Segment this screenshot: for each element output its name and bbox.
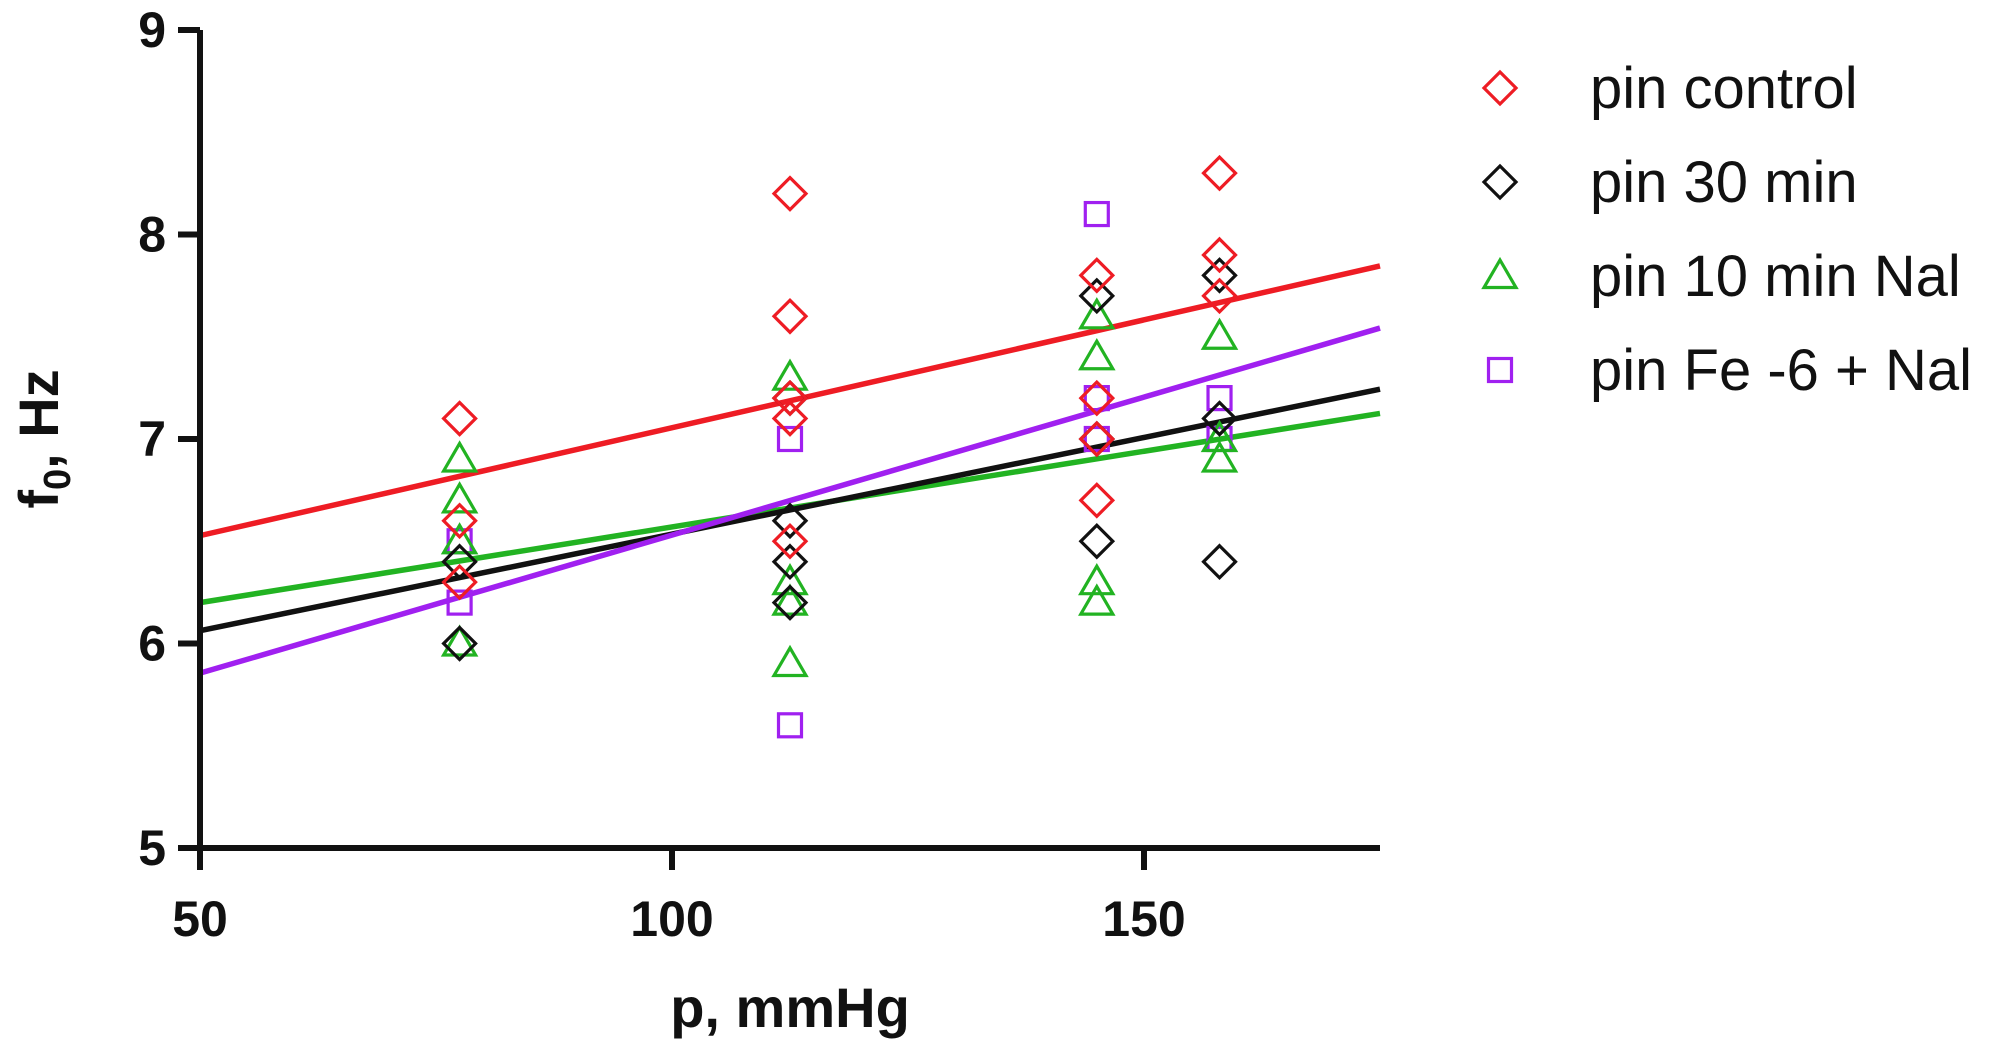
data-point bbox=[1201, 277, 1238, 315]
legend-label: pin 30 min bbox=[1590, 150, 1858, 215]
y-tick-label: 5 bbox=[138, 820, 166, 876]
data-point bbox=[1201, 236, 1238, 274]
legend-item: pin 30 min bbox=[1481, 150, 1858, 215]
data-point bbox=[1078, 277, 1116, 315]
data-point bbox=[771, 502, 809, 540]
data-point bbox=[441, 625, 478, 662]
legend-item: pin Fe -6 + Nal bbox=[1486, 338, 1972, 403]
fit-line-1 bbox=[199, 386, 1381, 634]
data-point bbox=[1078, 522, 1116, 560]
data-point bbox=[1201, 400, 1238, 437]
fit-line-3 bbox=[199, 325, 1381, 676]
y-tick-label: 9 bbox=[138, 2, 166, 58]
data-point bbox=[771, 358, 809, 391]
data-point bbox=[771, 400, 809, 437]
y-axis-title-main: f bbox=[7, 490, 70, 509]
legend-marker bbox=[1481, 163, 1519, 201]
data-point bbox=[776, 425, 804, 453]
data-point bbox=[1078, 583, 1116, 616]
data-point bbox=[1078, 257, 1116, 294]
data-point bbox=[440, 522, 479, 555]
data-point bbox=[771, 175, 809, 212]
data-point bbox=[1078, 420, 1116, 458]
y-ticks: 5 6 7 8 9 bbox=[138, 2, 200, 876]
data-point bbox=[1201, 154, 1238, 192]
data-point bbox=[441, 400, 478, 437]
data-point bbox=[1078, 379, 1116, 417]
legend-marker bbox=[1481, 256, 1519, 290]
data-point bbox=[771, 379, 809, 417]
legend: pin control pin 30 min pin 10 min Nal pin F… bbox=[1481, 56, 1972, 403]
data-point bbox=[1078, 482, 1116, 519]
data-point bbox=[1206, 385, 1233, 412]
data-point bbox=[1083, 200, 1110, 228]
data-point bbox=[440, 481, 479, 514]
legend-label: pin Fe -6 + Nal bbox=[1590, 338, 1972, 403]
data-point bbox=[441, 502, 478, 540]
data-point bbox=[1200, 419, 1239, 453]
legend-label: pin 10 min Nal bbox=[1590, 244, 1961, 309]
legend-label: pin control bbox=[1590, 56, 1858, 121]
legend-item: pin control bbox=[1481, 56, 1858, 121]
data-point bbox=[1078, 297, 1116, 330]
data-point bbox=[441, 563, 478, 601]
x-tick-label: 100 bbox=[630, 891, 713, 947]
data-point bbox=[1083, 385, 1110, 412]
data-point bbox=[440, 624, 479, 657]
data-point bbox=[771, 644, 809, 678]
y-axis-title-unit: , Hz bbox=[7, 369, 70, 469]
data-point bbox=[1083, 425, 1110, 453]
y-axis-title: f0, Hz bbox=[7, 369, 79, 508]
y-tick-label: 6 bbox=[138, 616, 166, 672]
y-tick-label: 8 bbox=[138, 207, 166, 263]
y-axis-title-subscript: 0 bbox=[37, 469, 79, 490]
data-point bbox=[776, 712, 804, 739]
data-point bbox=[771, 562, 809, 596]
data-point bbox=[441, 543, 478, 580]
data-point bbox=[771, 522, 809, 560]
data-point bbox=[1200, 440, 1239, 473]
legend-item: pin 10 min Nal bbox=[1481, 244, 1961, 309]
data-point bbox=[1078, 338, 1116, 371]
data-point bbox=[771, 583, 809, 616]
y-tick-label: 7 bbox=[138, 411, 166, 467]
data-point bbox=[440, 440, 479, 473]
data-point bbox=[771, 584, 809, 621]
data-point bbox=[771, 298, 809, 335]
data-point bbox=[1201, 543, 1238, 580]
data-point bbox=[446, 589, 473, 616]
data-point bbox=[1200, 317, 1239, 350]
data-point bbox=[1078, 562, 1116, 596]
x-tick-label: 50 bbox=[172, 891, 228, 947]
data-point bbox=[1201, 257, 1238, 294]
data-markers bbox=[440, 154, 1239, 739]
axes: 5 6 7 8 9 50 100 150 bbox=[138, 2, 1380, 947]
legend-marker bbox=[1481, 69, 1519, 107]
x-ticks: 50 100 150 bbox=[172, 848, 1186, 947]
data-point bbox=[771, 543, 809, 580]
x-tick-label: 150 bbox=[1102, 891, 1185, 947]
legend-marker bbox=[1486, 356, 1514, 384]
x-axis-title: p, mmHg bbox=[670, 976, 910, 1039]
